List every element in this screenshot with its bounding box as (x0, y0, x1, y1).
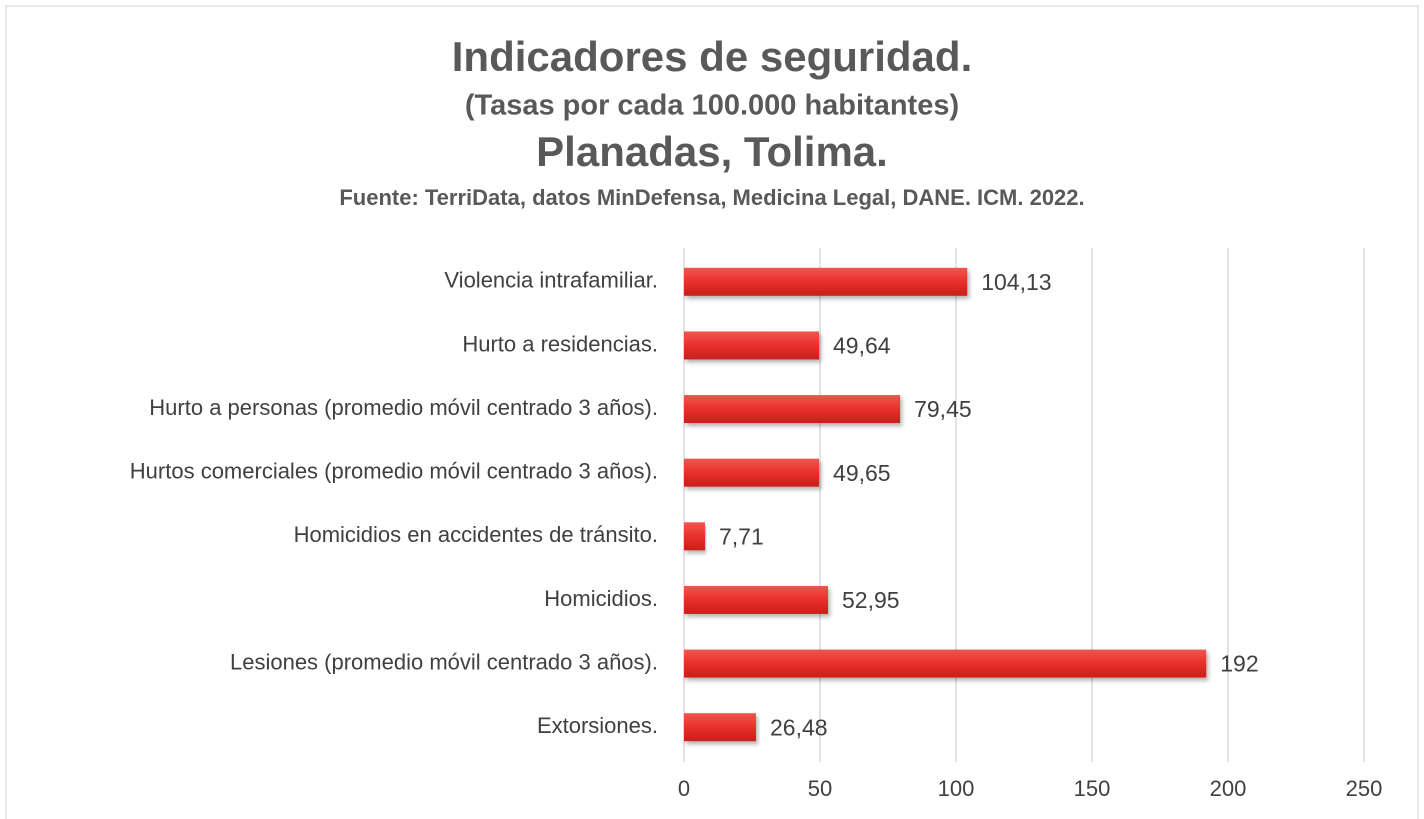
bar (684, 522, 705, 551)
x-tick-label: 150 (1074, 776, 1111, 801)
data-label: 192 (1220, 651, 1258, 677)
y-tick-label: Lesiones (promedio móvil centrado 3 años… (230, 649, 658, 674)
data-label: 7,71 (719, 523, 764, 549)
chart-title: Indicadores de seguridad. (452, 33, 972, 80)
bar (684, 585, 829, 614)
chart-place: Planadas, Tolima. (536, 128, 888, 175)
y-tick-label: Extorsiones. (537, 713, 658, 738)
y-tick-label: Hurtos comerciales (promedio móvil centr… (130, 459, 658, 484)
y-tick-label: Homicidios. (544, 586, 658, 611)
bar (684, 331, 820, 360)
bar (684, 713, 757, 742)
data-label: 49,65 (833, 460, 891, 486)
data-label: 52,95 (842, 587, 900, 613)
bar (684, 267, 968, 296)
data-label: 79,45 (914, 396, 972, 422)
x-tick-label: 250 (1346, 776, 1383, 801)
frame (5, 5, 1419, 819)
x-tick-label: 200 (1210, 776, 1247, 801)
bar (684, 649, 1207, 678)
bar (684, 458, 820, 487)
x-tick-label: 100 (938, 776, 975, 801)
chart-subtitle: (Tasas por cada 100.000 habitantes) (465, 90, 959, 122)
y-tick-label: Hurto a personas (promedio móvil centrad… (149, 395, 658, 420)
y-tick-label: Hurto a residencias. (462, 331, 658, 356)
data-label: 104,13 (981, 269, 1051, 295)
data-label: 49,64 (833, 333, 891, 359)
bar (684, 395, 901, 424)
chart-source: Fuente: TerriData, datos MinDefensa, Med… (339, 185, 1084, 210)
x-tick-label: 0 (678, 776, 690, 801)
x-tick-label: 50 (808, 776, 832, 801)
y-tick-label: Violencia intrafamiliar. (444, 268, 658, 293)
y-tick-label: Homicidios en accidentes de tránsito. (294, 522, 658, 547)
data-label: 26,48 (770, 714, 828, 740)
